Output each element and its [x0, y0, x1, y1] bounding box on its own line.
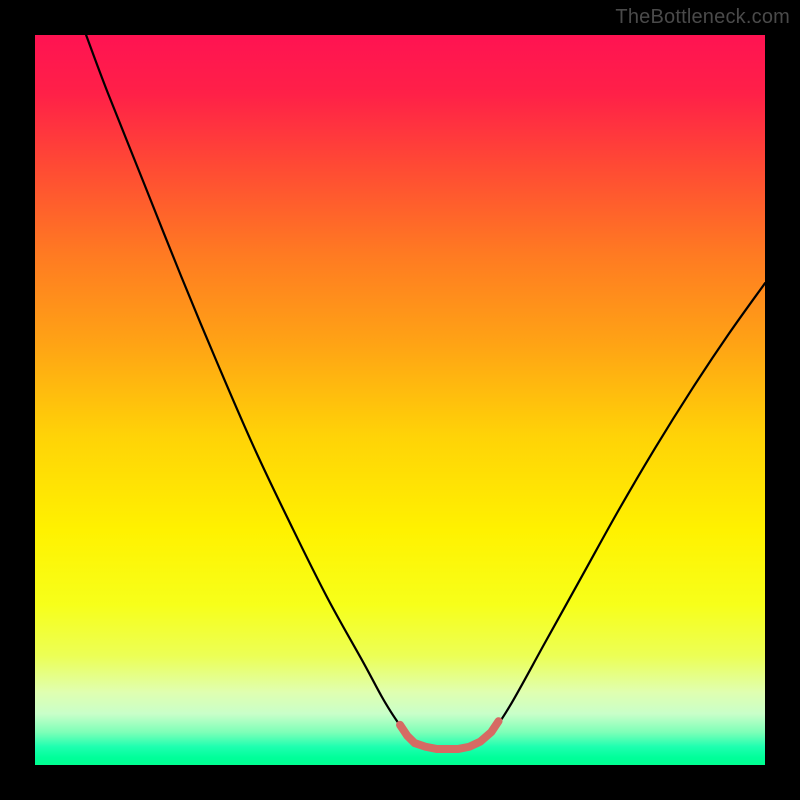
watermark-text: TheBottleneck.com [615, 6, 790, 29]
chart-svg [35, 35, 765, 765]
chart-container: TheBottleneck.com [0, 0, 800, 800]
plot-area [35, 35, 765, 765]
gradient-background [35, 35, 765, 765]
